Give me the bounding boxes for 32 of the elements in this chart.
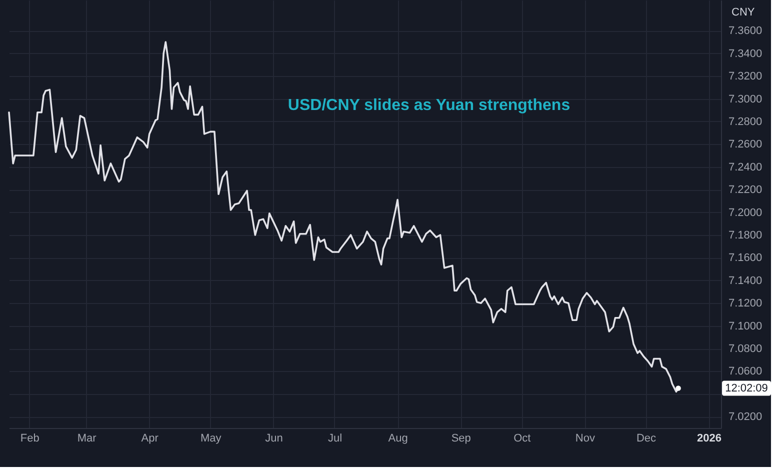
x-tick-label: Dec [636,432,657,444]
y-tick-label: 7.1400 [728,274,762,287]
y-tick-label: 7.0800 [728,343,762,356]
y-tick-label: 7.2000 [728,206,762,219]
text: USD/CNY slides as Yuan strengthens [288,97,570,114]
y-tick-label: 7.2400 [728,161,762,174]
y-tick-label: 7.1000 [728,320,762,332]
x-tick-label: May [200,432,222,444]
x-tick-label: Sep [451,432,471,444]
y-tick-label: 7.0600 [728,366,762,378]
y-tick-label: 7.2600 [728,138,762,151]
x-tick-label: Apr [141,432,159,444]
x-tick-label: Aug [388,432,408,444]
y-tick-label: 7.0200 [728,411,762,424]
y-tick-label: 7.2200 [728,184,762,196]
y-tick-label: 7.1600 [728,252,762,264]
y-tick-label: 7.1200 [728,298,762,310]
text: 12:02:09 [725,382,768,394]
x-tick-label: Oct [514,432,531,444]
x-tick-label: Nov [575,432,596,444]
y-axis-title: CNY [732,6,756,18]
y-tick-label: 7.1800 [728,230,762,242]
y-tick-label: 7.3400 [728,48,762,60]
x-tick-label: Jun [265,432,283,444]
y-tick-label: 7.3600 [728,25,762,38]
y-tick-label: 7.2800 [728,116,762,128]
y-tick-label: 7.3200 [728,70,762,83]
x-tick-label: 2026 [697,432,722,444]
x-tick-label: Mar [77,432,97,444]
y-tick-label: 7.3000 [728,93,762,106]
x-tick-label: Jul [328,432,342,444]
x-tick-label: Feb [20,432,40,444]
